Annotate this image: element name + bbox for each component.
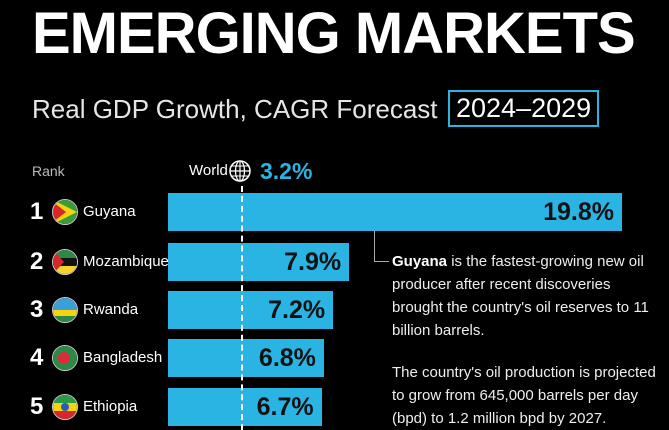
annotation-paragraph-2: The country's oil production is projecte… (392, 364, 656, 427)
annotation-text-1: is the fastest-growing new oil producer … (392, 253, 649, 339)
country-name: Ethiopia (83, 398, 138, 415)
flag-icon (52, 249, 78, 275)
world-value: 3.2% (260, 158, 313, 184)
country-name: Mozambique (83, 253, 169, 270)
country-name: Rwanda (83, 301, 139, 318)
flag-icon (52, 394, 78, 420)
rank-number: 1 (30, 198, 44, 225)
bar: 7.2% (168, 291, 334, 329)
bar: 7.9% (168, 243, 350, 281)
subtitle: Real GDP Growth, CAGR Forecast (32, 94, 438, 124)
world-reference-line (241, 186, 243, 430)
bar-value-label: 7.9% (284, 248, 342, 276)
bar-value-label: 19.8% (543, 198, 614, 226)
world-label: World (189, 162, 228, 179)
rank-number: 4 (30, 344, 44, 371)
flag-icon (52, 345, 78, 371)
rank-header: Rank (32, 163, 65, 179)
bar: 6.7% (168, 388, 322, 426)
bar: 19.8% (168, 193, 622, 231)
rank-number: 2 (30, 248, 44, 275)
period-badge: 2024–2029 (448, 90, 600, 127)
page-title: EMERGING MARKETS (32, 1, 636, 66)
rank-number: 3 (30, 296, 44, 323)
country-name: Guyana (83, 203, 136, 220)
annotation-paragraph-1: Guyana is the fastest-growing new oil pr… (392, 250, 657, 342)
bar: 6.8% (168, 339, 324, 377)
annotation-leader-line (374, 231, 389, 262)
flag-icon (52, 297, 78, 323)
bar-value-label: 6.7% (256, 393, 314, 421)
rank-number: 5 (30, 393, 44, 420)
globe-icon (229, 160, 251, 182)
flag-icon (52, 199, 78, 225)
annotation-bold: Guyana (392, 253, 448, 270)
bar-value-label: 6.8% (258, 344, 316, 372)
bar-value-label: 7.2% (268, 296, 326, 324)
country-name: Bangladesh (83, 349, 163, 366)
